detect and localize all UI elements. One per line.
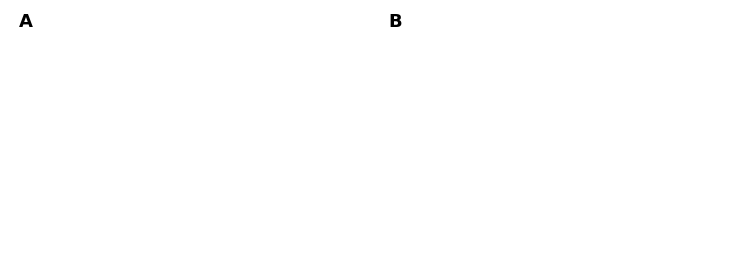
- Text: A: A: [19, 13, 32, 31]
- Text: B: B: [388, 13, 403, 31]
